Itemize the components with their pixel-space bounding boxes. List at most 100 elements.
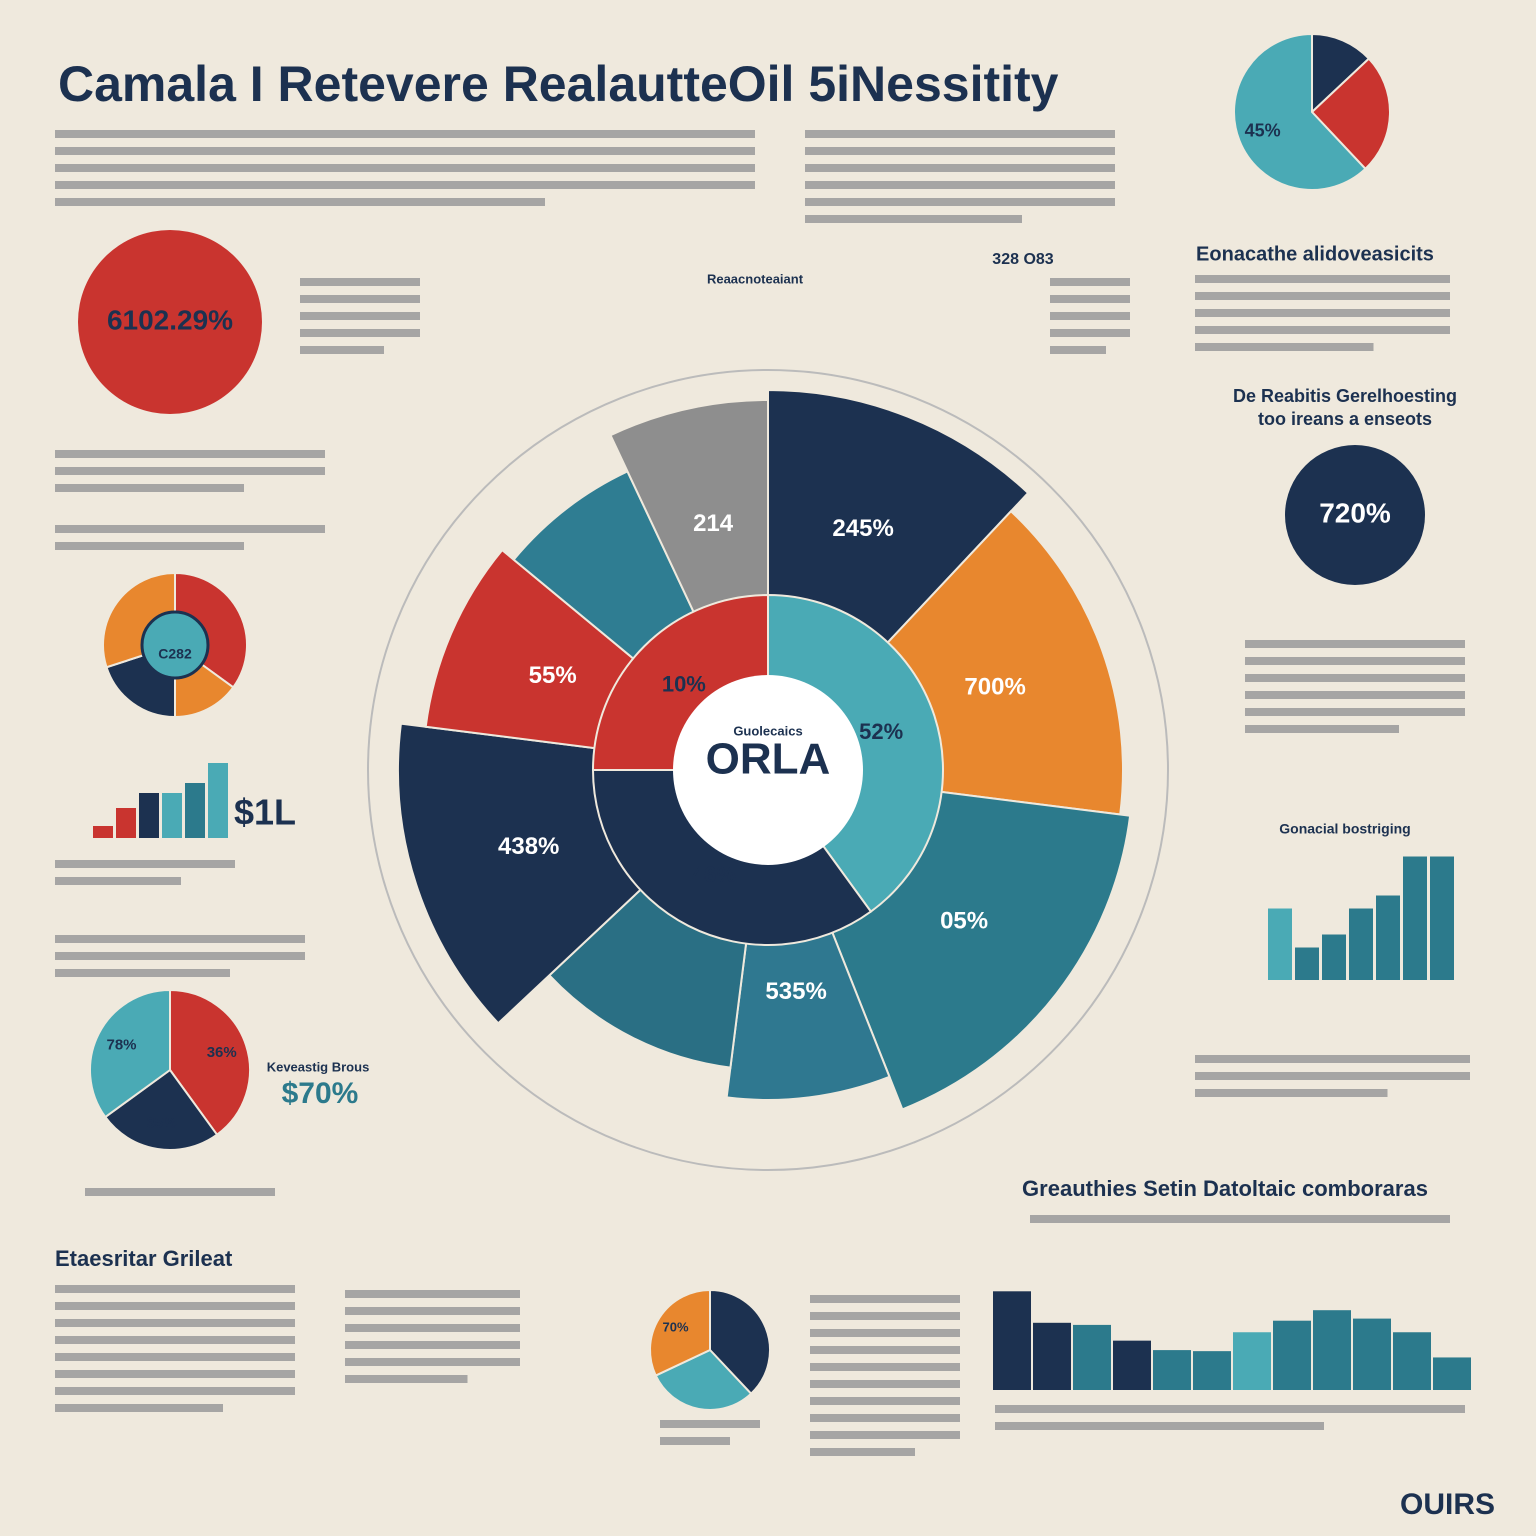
bar <box>116 808 136 838</box>
text-line <box>55 1370 295 1378</box>
center-disc <box>673 675 863 865</box>
text-line <box>1245 708 1465 716</box>
pie-slice <box>709 1288 771 1396</box>
bar <box>993 1291 1031 1390</box>
bar <box>162 793 182 838</box>
text-line <box>55 1404 223 1412</box>
text-line <box>55 877 181 885</box>
text-line <box>345 1341 520 1349</box>
bar <box>1033 1322 1071 1390</box>
brand: OUIRS <box>1400 1488 1495 1521</box>
bar <box>208 763 228 838</box>
bar <box>1153 1350 1191 1390</box>
text-line <box>55 450 325 458</box>
bar <box>1273 1320 1311 1390</box>
annotation: Reaacnoteaiant <box>707 271 804 286</box>
bar <box>1353 1318 1391 1390</box>
annotation: ORLA <box>706 735 831 784</box>
text-line <box>345 1358 520 1366</box>
text-line <box>1030 1215 1450 1223</box>
text-line <box>810 1312 960 1320</box>
slice-label: 10% <box>662 672 706 697</box>
text-line <box>810 1414 960 1422</box>
text-line <box>1050 329 1130 337</box>
text-line <box>300 346 384 354</box>
slice-label: 05% <box>940 907 988 934</box>
annotation: Eonacathe alidoveasicits <box>1196 243 1434 265</box>
text-line <box>995 1405 1465 1413</box>
text-line <box>345 1324 520 1332</box>
bar <box>1322 934 1346 980</box>
text-line <box>1245 640 1465 648</box>
text-line <box>810 1397 960 1405</box>
pie-slice <box>174 571 248 689</box>
slice-label: 55% <box>529 662 577 689</box>
slice-label: 46% <box>692 862 736 887</box>
text-line <box>810 1346 960 1354</box>
pie-slice <box>1232 32 1367 191</box>
slice-label: 45% <box>1245 120 1281 140</box>
text-line <box>55 969 230 977</box>
text-line <box>805 198 1115 206</box>
bar <box>1393 1332 1431 1390</box>
annotation: Etaesritar Grileat <box>55 1246 233 1271</box>
text-line <box>55 1285 295 1293</box>
red-disc <box>78 230 262 414</box>
bar <box>1349 908 1373 980</box>
slice-label: 214 <box>693 510 734 537</box>
text-line <box>1050 278 1130 286</box>
text-line <box>55 467 325 475</box>
text-line <box>55 147 755 155</box>
bar <box>1376 895 1400 980</box>
text-line <box>1050 295 1130 303</box>
pie-slice <box>89 988 171 1119</box>
text-line <box>805 147 1115 155</box>
text-line <box>1245 657 1465 665</box>
text-line <box>300 312 420 320</box>
slice-label: 70% <box>663 1320 689 1335</box>
text-line <box>300 295 420 303</box>
bar <box>1430 856 1454 980</box>
text-line <box>810 1295 960 1303</box>
text-line <box>55 198 545 206</box>
text-line <box>1050 346 1106 354</box>
slice-label: 245% <box>832 515 893 542</box>
pie-slice <box>169 988 251 1137</box>
bar <box>139 793 159 838</box>
slice-label: 36% <box>207 1044 237 1061</box>
text-line <box>1245 725 1399 733</box>
annotation: $70% <box>282 1077 359 1110</box>
slice-label: 52% <box>859 719 903 744</box>
text-line <box>55 1387 295 1395</box>
text-line <box>55 525 325 533</box>
text-line <box>805 164 1115 172</box>
slice-label: 438% <box>498 833 559 860</box>
annotation: Gonacial bostriging <box>1279 821 1410 837</box>
text-line <box>55 130 755 138</box>
annotation: Guolecaics <box>733 723 802 738</box>
text-line <box>1195 275 1450 283</box>
text-line <box>55 1319 295 1327</box>
bar <box>1193 1351 1231 1390</box>
text-line <box>805 215 1022 223</box>
text-line <box>300 278 420 286</box>
text-line <box>810 1380 960 1388</box>
text-line <box>1195 343 1374 351</box>
annotation: De Reabitis Gerelhoesting <box>1233 386 1457 406</box>
text-line <box>55 1302 295 1310</box>
text-line <box>1245 674 1465 682</box>
bar <box>1295 947 1319 980</box>
annotation: $1L <box>234 792 296 833</box>
text-line <box>55 181 755 189</box>
text-line <box>805 130 1115 138</box>
pie-slice <box>1310 57 1391 171</box>
text-line <box>55 1353 295 1361</box>
pie-slice <box>1311 32 1371 115</box>
text-line <box>1195 326 1450 334</box>
title: Camala I Retevere RealautteOil 5iNessiti… <box>58 56 1059 112</box>
pie-slice <box>649 1288 711 1377</box>
text-line <box>1050 312 1130 320</box>
text-line <box>55 860 235 868</box>
text-line <box>345 1375 468 1383</box>
